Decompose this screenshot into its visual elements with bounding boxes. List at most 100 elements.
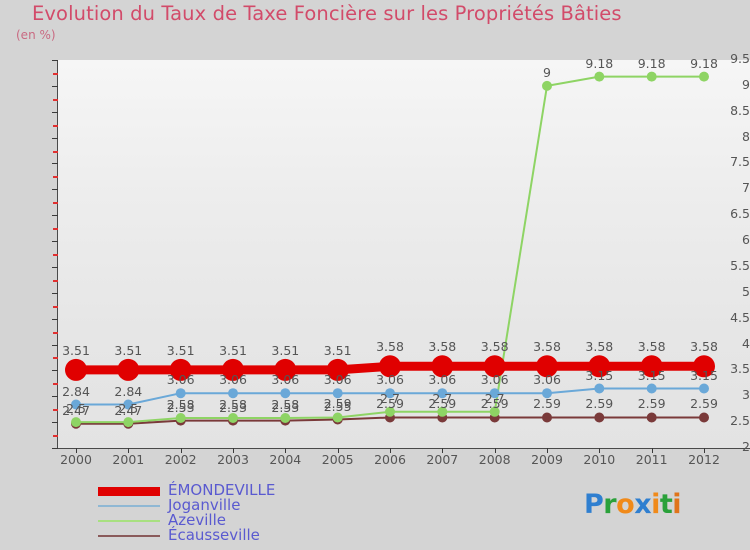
data-point-label: 3.51 bbox=[166, 342, 195, 358]
data-point-label: 9.18 bbox=[585, 55, 614, 71]
data-point-label: 3.58 bbox=[585, 339, 614, 355]
data-point-label: 2.5 bbox=[66, 401, 86, 417]
logo-letter: P bbox=[584, 489, 604, 520]
data-point-label: 3.06 bbox=[428, 372, 457, 388]
data-point-label: 9.18 bbox=[637, 55, 666, 71]
x-tick-label: 2009 bbox=[531, 452, 563, 467]
page-title: Evolution du Taux de Taxe Foncière sur l… bbox=[32, 2, 622, 25]
data-point-label: 3.06 bbox=[533, 372, 561, 388]
y-tick bbox=[52, 111, 58, 113]
y-tick-label: 8 bbox=[742, 128, 750, 144]
logo-letter: t bbox=[659, 489, 673, 520]
y-tick-minor bbox=[53, 409, 58, 412]
legend-label: Azeville bbox=[168, 511, 226, 529]
logo-letter: o bbox=[616, 489, 635, 520]
y-tick bbox=[52, 344, 58, 346]
proxiti-logo[interactable]: Proxiti bbox=[584, 489, 682, 520]
y-tick-label: 2 bbox=[742, 439, 750, 454]
data-point-label: 3.58 bbox=[428, 339, 457, 355]
data-point-label: 3.58 bbox=[533, 339, 561, 355]
data-point-label: 3.51 bbox=[114, 342, 143, 358]
y-tick bbox=[52, 292, 58, 294]
data-point-label: 3.15 bbox=[637, 367, 666, 383]
x-tick-label: 2006 bbox=[374, 452, 406, 467]
y-tick-minor bbox=[53, 254, 58, 256]
y-tick-label: 4 bbox=[742, 335, 750, 351]
data-point-label: 3.06 bbox=[219, 372, 247, 388]
y-tick bbox=[52, 266, 58, 268]
data-point-label: 2.53 bbox=[271, 399, 300, 415]
data-point-label: 2.58 bbox=[271, 396, 300, 412]
data-point-label: 2.5 bbox=[118, 401, 139, 417]
logo-letter: r bbox=[603, 489, 617, 520]
data-point-label: 3.51 bbox=[271, 342, 300, 358]
y-tick bbox=[52, 60, 58, 61]
x-tick bbox=[494, 448, 496, 453]
data-point-label: 3.06 bbox=[480, 372, 509, 388]
x-tick bbox=[442, 448, 444, 453]
data-point-label: 2.59 bbox=[585, 396, 614, 412]
x-tick-label: 2010 bbox=[583, 452, 616, 467]
legend-swatch bbox=[98, 505, 160, 507]
y-tick bbox=[52, 137, 58, 139]
data-point-label: 3.06 bbox=[323, 372, 352, 388]
y-tick-minor bbox=[53, 357, 58, 360]
legend-label: Joganville bbox=[168, 496, 241, 514]
y-tick-minor bbox=[53, 435, 58, 438]
data-point-label: 2.59 bbox=[690, 396, 718, 412]
y-tick bbox=[52, 163, 58, 165]
x-tick-label: 2005 bbox=[321, 452, 354, 467]
x-tick bbox=[651, 448, 653, 453]
legend-label: ÉMONDEVILLE bbox=[168, 481, 276, 499]
data-point-label: 2.7 bbox=[484, 390, 505, 406]
data-point-label: 2.59 bbox=[480, 396, 509, 412]
y-tick-label: 5.5 bbox=[730, 257, 750, 273]
legend-swatch bbox=[98, 535, 160, 537]
x-tick bbox=[547, 448, 548, 453]
x-tick-label: 2007 bbox=[426, 452, 459, 467]
y-tick bbox=[52, 318, 58, 320]
y-tick-label: 8.5 bbox=[730, 102, 750, 118]
plot-area bbox=[58, 60, 750, 448]
data-point-label: 3.51 bbox=[219, 342, 247, 358]
data-point-label: 3.15 bbox=[585, 367, 614, 383]
x-tick bbox=[233, 448, 234, 453]
y-tick-minor bbox=[53, 305, 58, 308]
data-point-label: 3.15 bbox=[690, 367, 718, 383]
y-tick-label: 2.5 bbox=[730, 413, 750, 429]
y-tick-label: 4.5 bbox=[730, 309, 750, 325]
y-tick bbox=[52, 370, 58, 372]
data-point-label: 3.06 bbox=[271, 372, 300, 388]
y-tick-label: 3.5 bbox=[730, 361, 750, 377]
data-point-label: 2.84 bbox=[62, 383, 90, 399]
logo-letter: i bbox=[651, 489, 660, 520]
data-point-label: 3.06 bbox=[376, 372, 404, 388]
data-point-label: 2.47 bbox=[114, 402, 143, 418]
data-point-label: 3.51 bbox=[62, 342, 90, 358]
x-tick-label: 2011 bbox=[635, 452, 668, 467]
data-point-label: 2.47 bbox=[62, 402, 90, 418]
x-tick bbox=[599, 448, 601, 453]
x-tick-label: 2003 bbox=[217, 452, 249, 467]
y-tick bbox=[52, 215, 58, 217]
legend-swatch bbox=[98, 520, 160, 522]
y-tick-minor bbox=[53, 202, 58, 205]
y-tick-label: 9 bbox=[742, 76, 750, 92]
y-tick-minor bbox=[53, 124, 58, 127]
data-point-label: 2.7 bbox=[380, 390, 400, 406]
logo-letter: i bbox=[672, 489, 682, 520]
y-tick-label: 9.5 bbox=[730, 51, 750, 66]
x-tick bbox=[390, 448, 391, 453]
data-point-label: 2.59 bbox=[637, 396, 666, 412]
y-tick-minor bbox=[53, 72, 58, 75]
y-tick-label: 5 bbox=[742, 283, 750, 299]
data-point-label: 2.58 bbox=[166, 396, 195, 412]
x-tick bbox=[704, 448, 705, 453]
data-point-label: 2.55 bbox=[323, 398, 352, 414]
data-point-label: 2.59 bbox=[533, 396, 561, 412]
page-subtitle: (en %) bbox=[16, 28, 56, 42]
y-tick-label: 6.5 bbox=[730, 206, 750, 222]
data-point-label: 2.59 bbox=[428, 396, 457, 412]
logo-letter: x bbox=[634, 489, 652, 520]
